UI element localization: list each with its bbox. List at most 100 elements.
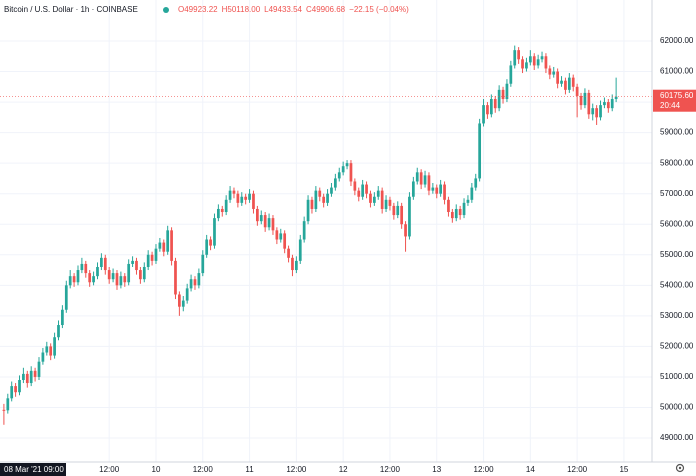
- candle-body: [376, 190, 380, 197]
- x-tick-label: 12:00: [567, 465, 588, 474]
- candle-body: [100, 257, 103, 267]
- candle-body: [525, 62, 528, 69]
- x-tick-label: 12:00: [193, 465, 214, 474]
- candle-body: [540, 56, 544, 60]
- ohlc-value: O49923.22: [178, 5, 218, 14]
- ohlc-value: L49433.54: [264, 5, 302, 14]
- axes: 49000.00 50000.00 51000.00 52000.00 53000.00…: [0, 36, 696, 476]
- candle-body: [64, 285, 68, 310]
- y-tick-label: 59000.00: [660, 128, 694, 137]
- candle-body: [291, 257, 294, 271]
- candle-body: [33, 370, 37, 377]
- x-tick-label: 12:00: [474, 465, 495, 474]
- candles: [0, 45, 652, 425]
- candle-body: [142, 266, 146, 280]
- candle-body: [10, 386, 14, 399]
- candle-body: [107, 270, 111, 280]
- candle-body: [431, 187, 435, 191]
- candle-body: [579, 95, 583, 106]
- candle-body: [458, 208, 462, 216]
- candle-body: [279, 233, 283, 240]
- candle-body: [517, 50, 521, 60]
- candle-body: [92, 276, 95, 283]
- candle-body: [450, 212, 454, 219]
- candle-body: [181, 300, 185, 307]
- y-tick-label: 57000.00: [660, 189, 694, 198]
- candle-body: [146, 254, 150, 267]
- candle-body: [244, 196, 248, 200]
- candle-body: [263, 215, 267, 228]
- grid: [0, 0, 652, 462]
- candle-body: [349, 163, 353, 182]
- y-tick-label: 56000.00: [660, 219, 694, 228]
- y-tick-label: 51000.00: [660, 372, 694, 381]
- x-tick-label: 08 Mar '21 09:00: [4, 465, 64, 474]
- candle-body: [493, 99, 497, 109]
- x-tick-label: 11: [245, 465, 254, 474]
- y-tick-label: 52000.00: [660, 342, 694, 351]
- candle-body: [53, 337, 56, 356]
- candle-body: [392, 205, 396, 216]
- candle-body: [189, 279, 193, 289]
- ohlc-legend: O49923.22 H50118.00 L49433.54 C49906.68 −22.…: [178, 5, 409, 14]
- candle-body: [427, 175, 431, 191]
- candle-body: [139, 270, 142, 280]
- candle-body: [217, 208, 220, 219]
- candle-body: [103, 257, 107, 271]
- candle-body: [532, 56, 536, 66]
- candle-body: [587, 92, 591, 115]
- candle-body: [482, 105, 485, 124]
- x-tick-label: 12:00: [99, 465, 120, 474]
- candle-body: [528, 56, 532, 63]
- candle-body: [287, 248, 290, 258]
- y-tick-label: 55000.00: [660, 250, 694, 259]
- candle-body: [435, 187, 439, 194]
- candle-body: [178, 294, 181, 307]
- candle-body: [135, 260, 138, 271]
- candle-body: [49, 346, 53, 356]
- x-tick-label: 12: [339, 465, 348, 474]
- candle-body: [474, 178, 478, 188]
- candle-body: [388, 199, 392, 206]
- candle-body: [404, 224, 407, 237]
- candle-body: [41, 352, 45, 362]
- candle-body: [357, 190, 361, 197]
- candle-body: [326, 193, 329, 203]
- candle-body: [158, 242, 162, 249]
- last-price-label: 60175.60: [660, 91, 694, 100]
- candle-body: [454, 208, 458, 219]
- candle-body: [96, 266, 99, 277]
- candle-body: [419, 172, 423, 185]
- x-tick-label: 12:00: [286, 465, 307, 474]
- x-tick-label: 12:00: [380, 465, 401, 474]
- candle-body: [505, 83, 509, 100]
- candle-body: [252, 193, 255, 209]
- candle-body: [310, 199, 314, 209]
- candle-body: [6, 398, 10, 411]
- candle-body: [595, 108, 598, 118]
- candle-body: [220, 208, 224, 213]
- candle-body: [236, 193, 240, 203]
- candle-body: [497, 89, 501, 109]
- candle-body: [408, 196, 411, 237]
- candle-body: [197, 273, 201, 286]
- candle-body: [486, 105, 489, 115]
- ohlc-value: C49906.68: [306, 5, 346, 14]
- candle-body: [72, 276, 76, 283]
- candle-body: [521, 59, 524, 69]
- candle-body: [209, 239, 212, 246]
- candle-body: [14, 386, 17, 393]
- candle-body: [22, 373, 25, 380]
- candle-body: [256, 208, 259, 222]
- settings-icon[interactable]: [675, 463, 685, 473]
- candle-body: [369, 193, 372, 203]
- candle-body: [271, 218, 275, 231]
- candle-body: [548, 68, 552, 75]
- candle-body: [45, 346, 49, 353]
- candle-body: [224, 199, 228, 213]
- candle-body: [466, 199, 470, 203]
- y-tick-label: 61000.00: [660, 67, 694, 76]
- candle-body: [57, 325, 60, 338]
